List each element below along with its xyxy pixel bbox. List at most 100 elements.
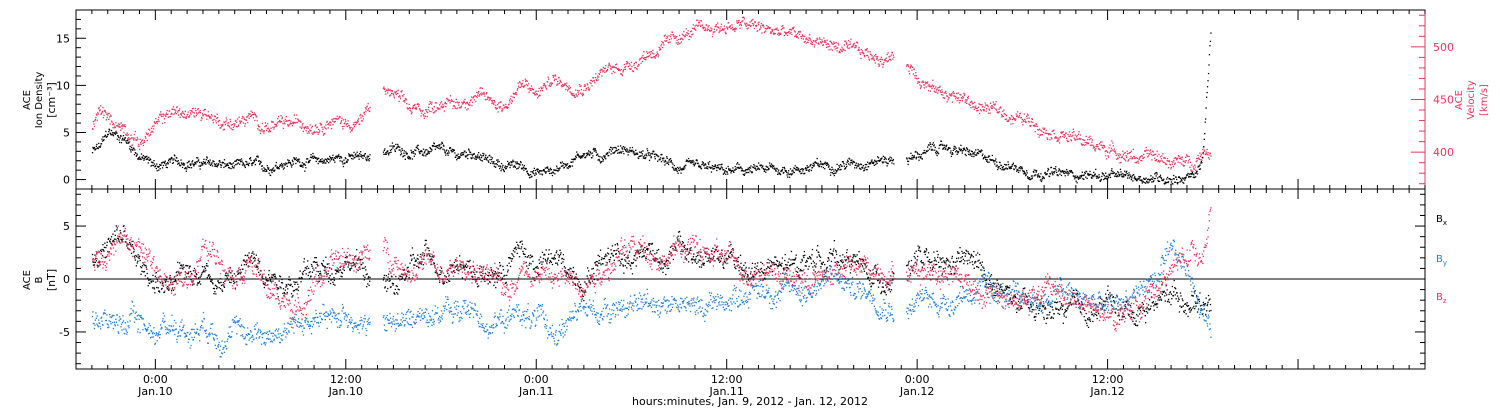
top-series-0-point [236,163,238,165]
top-series-1-point [826,46,828,48]
top-series-0-point [583,154,585,156]
top-series-1-point [998,111,1001,113]
top-series-1-point [329,124,332,126]
bottom-series-0-point [138,256,140,258]
bottom-series-0-point [213,287,216,290]
top-series-1-point [746,22,748,25]
bottom-series-0-point [193,283,195,285]
bottom-series-0-point [163,291,166,293]
top-series-1-point [879,60,882,63]
top-series-0-point [229,167,231,169]
top-series-0-point [437,145,439,147]
top-series-0-point [1176,183,1179,185]
top-series-1-point [562,85,565,87]
top-series-1-point [864,56,866,58]
top-series-0-point [519,164,521,166]
top-series-1-point [480,94,483,96]
bottom-series-0-point [96,264,98,266]
top-series-1-point [764,27,766,30]
top-series-1-point [529,89,531,91]
top-series-0-point [478,152,480,154]
bottom-series-0-point [116,229,118,231]
top-series-0-point [96,143,98,146]
top-series-1-point [525,79,527,82]
top-series-1-point [770,31,772,33]
top-series-0-point [1034,174,1036,176]
top-series-1-point [690,30,693,32]
top-series-1-point [816,37,818,39]
top-series-0-point [746,169,748,171]
top-series-1-point [807,41,809,44]
top-series-1-point [906,65,908,67]
top-series-0-point [873,161,875,164]
top-series-1-point [403,93,405,96]
top-series-0-point [1148,181,1150,183]
top-series-1-point [418,104,420,106]
bottom-series-0-point [233,282,235,285]
top-series-0-point [715,167,717,169]
top-series-0-point [1112,170,1114,173]
top-series-1-point [1152,154,1154,157]
top-series-1-point [433,106,435,108]
top-series-1-point [1053,129,1055,131]
top-series-1-point [328,123,330,125]
top-series-0-point [847,163,850,165]
top-series-1-point [284,118,286,120]
top-series-1-point [1061,131,1063,133]
bottom-series-0-point [205,265,207,267]
top-series-1-point [1026,117,1028,119]
top-series-0-point [1107,177,1109,179]
top-series-1-point [276,122,278,124]
top-series-0-point [1033,171,1035,173]
bottom-series-0-point [193,267,196,269]
top-series-1-point [670,38,673,40]
top-series-1-point [592,77,594,79]
top-series-1-point [1151,150,1153,152]
top-series-1-point [728,26,731,28]
top-series-1-point [1173,159,1175,162]
bottom-series-0-point [200,275,202,277]
top-series-1-point [451,100,454,102]
top-series-1-point [1114,150,1116,152]
top-series-1-point [166,113,168,116]
top-series-0-point [944,144,946,147]
top-series-1-point [1090,138,1092,140]
top-series-0-point [248,162,250,164]
top-series-1-point [944,91,946,94]
top-series-1-point [209,116,211,118]
top-series-0-point [1146,178,1149,181]
top-series-1-point [493,100,495,102]
top-series-1-point [1089,144,1092,146]
top-series-0-point [159,164,161,166]
top-series-1-point [291,125,294,127]
bottom-series-0-point [185,276,187,278]
top-series-0-point [267,168,269,170]
top-series-1-point [413,107,415,109]
top-series-0-point [1134,179,1136,181]
top-series-1-point [1023,113,1025,115]
top-series-1-point [465,103,467,105]
top-series-0-point [568,166,570,168]
top-series-0-point [340,156,342,158]
top-series-0-point [1057,170,1060,172]
top-series-1-point [555,75,557,77]
top-series-0-point [931,143,933,146]
top-series-1-point [1159,160,1161,162]
top-series-1-point [774,28,776,31]
top-series-0-point [834,172,836,174]
top-series-0-point [827,164,829,166]
top-series-0-point [560,162,562,164]
top-series-1-point [688,33,690,35]
top-series-1-point [109,116,111,118]
top-series-0-point [653,153,655,155]
top-series-0-point [980,150,982,153]
top-series-0-point [1117,172,1120,174]
top-series-0-point [597,159,599,161]
top-series-1-point [225,117,227,119]
top-series-0-point [538,172,540,174]
top-series-1-point [224,123,226,126]
top-series-1-point [257,124,259,126]
top-series-0-point [155,167,157,170]
top-series-0-point [263,167,265,169]
top-series-1-point [1209,153,1212,155]
